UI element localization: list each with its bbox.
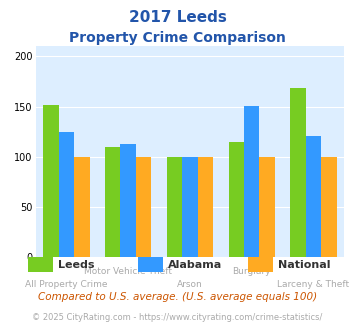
Bar (306, 136, 321, 257)
Text: Arson: Arson (177, 280, 203, 288)
Text: Larceny & Theft: Larceny & Theft (277, 280, 350, 288)
Bar (229, 142, 244, 257)
Text: Property Crime Comparison: Property Crime Comparison (69, 31, 286, 45)
Text: 2017 Leeds: 2017 Leeds (129, 10, 226, 25)
Bar (105, 147, 120, 257)
Text: National: National (278, 260, 330, 270)
Bar (74, 157, 89, 257)
Bar (244, 106, 260, 257)
Bar (43, 105, 59, 257)
Bar (182, 157, 198, 257)
Bar (198, 157, 213, 257)
Text: Alabama: Alabama (168, 260, 222, 270)
Bar (59, 132, 74, 257)
Bar (136, 157, 151, 257)
Bar (321, 157, 337, 257)
Text: All Property Crime: All Property Crime (25, 280, 108, 288)
Text: Motor Vehicle Theft: Motor Vehicle Theft (84, 267, 172, 277)
Bar (167, 157, 182, 257)
Text: Leeds: Leeds (58, 260, 94, 270)
Bar (120, 144, 136, 257)
Text: Burglary: Burglary (233, 267, 271, 277)
Text: Compared to U.S. average. (U.S. average equals 100): Compared to U.S. average. (U.S. average … (38, 292, 317, 302)
Bar (290, 88, 306, 257)
Bar (260, 157, 275, 257)
Text: © 2025 CityRating.com - https://www.cityrating.com/crime-statistics/: © 2025 CityRating.com - https://www.city… (32, 313, 323, 322)
